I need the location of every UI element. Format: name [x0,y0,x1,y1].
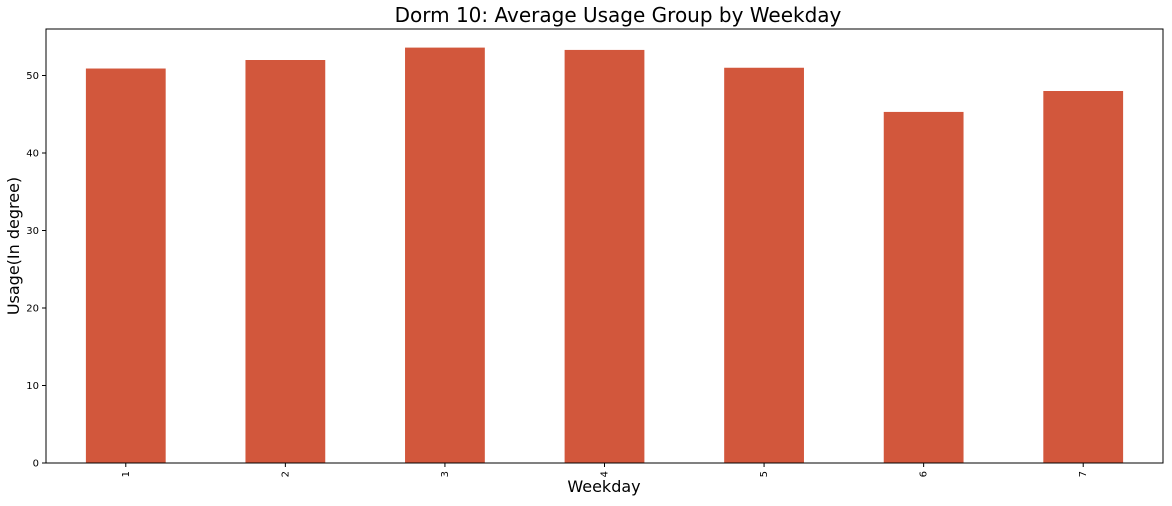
y-tick-label: 10 [26,381,39,392]
bar-weekday-7 [1043,91,1124,463]
y-axis-label: Usage(In degree) [4,177,23,315]
x-tick-label: 7 [1078,471,1089,477]
x-tick-label: 4 [600,471,611,477]
y-tick-label: 50 [26,71,39,82]
bar-weekday-6 [883,111,964,464]
y-tick-label: 30 [26,226,39,237]
bars-group [85,47,1124,464]
chart-title: Dorm 10: Average Usage Group by Weekday [395,3,842,27]
x-tick-label: 3 [440,471,451,477]
y-tick-label: 20 [26,304,39,315]
y-axis-ticks: 0 10 20 30 40 50 [26,71,46,470]
x-tick-label: 1 [121,471,132,477]
y-tick-label: 0 [33,459,39,470]
bar-weekday-3 [405,47,485,463]
x-tick-label: 2 [280,471,291,477]
bar-weekday-2 [245,60,326,463]
x-tick-label: 5 [759,471,770,477]
y-tick-label: 40 [26,149,39,160]
bar-weekday-4 [564,49,645,464]
x-axis-ticks: 1 2 3 4 5 6 7 [121,463,1089,477]
bar-weekday-5 [724,67,804,463]
x-tick-label: 6 [919,471,930,477]
x-axis-label: Weekday [567,477,640,496]
plot-frame [45,28,1164,464]
bar-weekday-1 [85,68,166,464]
